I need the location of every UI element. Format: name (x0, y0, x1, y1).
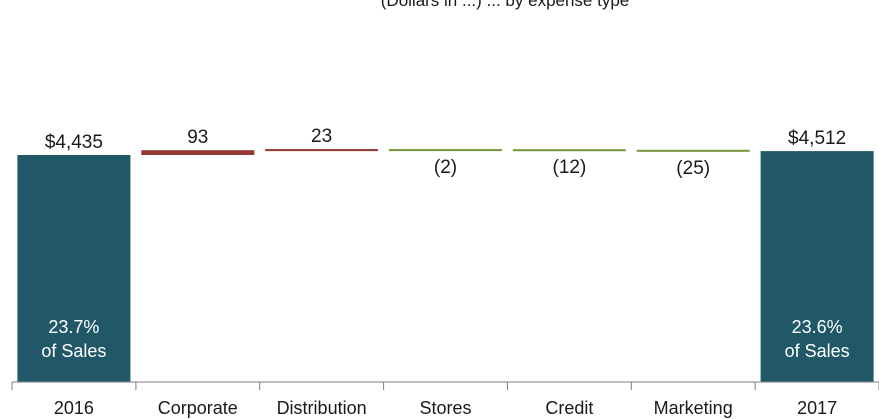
bar-marketing (636, 149, 750, 152)
value-label-2017: $4,512 (788, 128, 846, 149)
x-tick-label-distribution: Distribution (277, 398, 367, 418)
bar-distribution (265, 149, 379, 152)
value-label-credit: (12) (553, 157, 587, 178)
inner-label-sales-2016: of Sales (41, 341, 106, 361)
x-tick-label-2016: 2016 (54, 398, 94, 418)
value-label-corporate: 93 (187, 127, 208, 148)
inner-label-pct-2016: 23.7% (48, 317, 99, 337)
chart-title: (Dollars in ...) ... by expense type (381, 0, 630, 10)
value-label-stores: (2) (434, 157, 457, 178)
x-tick-label-2017: 2017 (797, 398, 837, 418)
bar-credit (512, 149, 626, 152)
bar-2017 (760, 151, 874, 382)
x-tick-label-stores: Stores (419, 398, 471, 418)
value-label-2016: $4,435 (45, 132, 103, 153)
bar-stores (389, 149, 502, 152)
inner-label-pct-2017: 23.6% (792, 317, 843, 337)
x-tick-label-marketing: Marketing (654, 398, 733, 418)
value-label-marketing: (25) (676, 158, 710, 179)
bar-2016 (17, 155, 131, 382)
inner-label-sales-2017: of Sales (785, 341, 850, 361)
bar-corporate (141, 150, 255, 155)
x-tick-label-credit: Credit (545, 398, 593, 418)
value-label-distribution: 23 (311, 126, 332, 147)
x-tick-label-corporate: Corporate (158, 398, 238, 418)
